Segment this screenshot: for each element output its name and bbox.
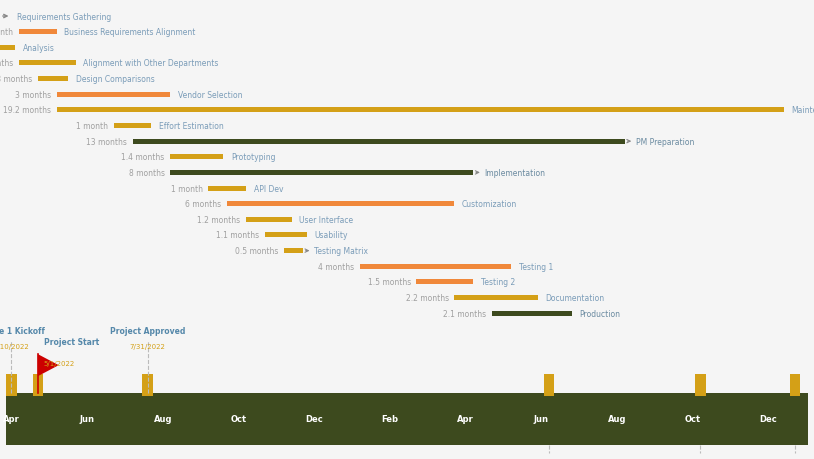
Text: User Interface: User Interface [299,215,353,224]
Bar [208,186,246,191]
Text: Implementation: Implementation [484,168,545,178]
Bar [246,218,291,222]
Text: Feb: Feb [382,414,399,424]
Text: Business Requirements Alignment: Business Requirements Alignment [64,28,195,37]
Text: PM Preparation: PM Preparation [636,137,694,146]
Bar [57,93,170,97]
Text: API Dev: API Dev [254,184,283,193]
Text: Apr: Apr [3,414,20,424]
Text: 2.1 months: 2.1 months [444,309,487,318]
Bar [19,62,76,66]
Bar [695,375,706,396]
Text: 7/31/2022: 7/31/2022 [129,343,165,349]
Text: 19.2 months: 19.2 months [3,106,51,115]
Text: 5/1/2022: 5/1/2022 [43,360,75,366]
Text: Customization: Customization [462,200,517,209]
Text: 1.5 months: 1.5 months [368,278,411,287]
Text: 4/10/2022: 4/10/2022 [0,343,29,349]
Bar [170,155,223,160]
Text: Project Approved: Project Approved [110,326,186,335]
Bar [0,46,15,50]
Text: Prototyping: Prototyping [231,153,275,162]
Text: 0.5 months: 0.5 months [235,246,278,256]
Bar [114,124,151,129]
Text: Testing Matrix: Testing Matrix [314,246,368,256]
Text: Documentation: Documentation [545,293,604,302]
Text: Oct: Oct [685,414,701,424]
Text: 4 months: 4 months [318,262,354,271]
Text: Vendor Selection: Vendor Selection [178,90,243,100]
Text: Design Comparisons: Design Comparisons [76,75,155,84]
Bar [38,77,68,82]
Bar [492,311,571,316]
Text: 1 month: 1 month [76,122,108,131]
Text: 0.8 months: 0.8 months [0,75,33,84]
Text: Testing 2: Testing 2 [481,278,515,287]
Text: 8 months: 8 months [129,168,164,178]
Bar [790,375,800,396]
Text: Analysis: Analysis [23,44,55,53]
Bar [142,375,153,396]
Bar [170,171,473,175]
Text: Jun: Jun [534,414,549,424]
Text: 1.4 months: 1.4 months [121,153,164,162]
Bar [6,375,16,396]
Text: Oct: Oct [230,414,247,424]
Text: Apr: Apr [457,414,474,424]
Bar [417,280,473,285]
Text: 6 months: 6 months [186,200,221,209]
Text: 13 months: 13 months [86,137,127,146]
Text: Alignment with Other Departments: Alignment with Other Departments [83,59,219,68]
Text: Dec: Dec [759,414,777,424]
Text: Maintenance: Maintenance [791,106,814,115]
Bar [544,375,554,396]
Text: 1 month: 1 month [0,28,13,37]
Text: Requirements Gathering: Requirements Gathering [17,12,112,22]
Text: 1 month: 1 month [171,184,203,193]
Text: Testing 1: Testing 1 [519,262,553,271]
Text: Dec: Dec [305,414,323,424]
Text: Usability: Usability [314,231,348,240]
Polygon shape [38,354,59,376]
Text: Jun: Jun [80,414,94,424]
Text: Phase 1 Kickoff: Phase 1 Kickoff [0,326,45,335]
Bar [227,202,454,207]
Text: 1.1 months: 1.1 months [217,231,260,240]
Text: 3 months: 3 months [15,90,51,100]
Text: 1.2 months: 1.2 months [197,215,240,224]
Text: Production: Production [580,309,620,318]
Bar [265,233,307,238]
Text: 2.2 months: 2.2 months [405,293,449,302]
Text: Effort Estimation: Effort Estimation [159,122,224,131]
Text: Aug: Aug [608,414,627,424]
Bar [360,264,511,269]
Bar [284,249,303,253]
Bar [57,108,784,113]
Bar [19,30,57,35]
Bar [133,140,624,144]
Bar [33,375,43,396]
Bar [6,393,808,445]
Bar [454,296,537,300]
Text: Aug: Aug [154,414,172,424]
Text: 1.5 months: 1.5 months [0,59,13,68]
Text: Project Start: Project Start [43,337,98,346]
